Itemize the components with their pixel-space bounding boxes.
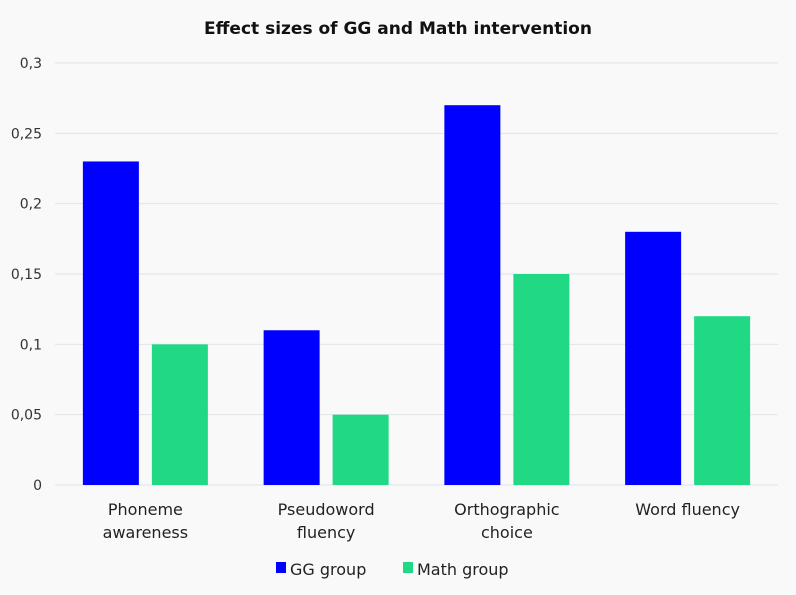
bar-gg-group [263,330,320,485]
chart-title: Effect sizes of GG and Math intervention [204,19,592,39]
bar-math-group [151,344,208,485]
bar-math-group [694,316,751,485]
bar-math-group [332,414,389,485]
y-tick-label: 0,2 [20,197,42,213]
x-tick-label-line: Pseudoword [278,500,375,519]
x-tick-label-line: Orthographic [454,500,559,519]
x-tick-label: Pseudoword fluency [278,500,375,542]
x-tick-label-line: Word fluency [635,500,740,519]
bar-math-group [513,274,570,485]
x-tick-label: Word fluency [635,500,740,519]
y-tick-label: 0 [33,478,42,494]
bar-gg-group [625,231,682,485]
x-axis: Phoneme awareness Pseudoword fluency Orthogr… [103,500,740,542]
bar-gg-group [82,161,139,485]
y-tick-label: 0,25 [11,126,42,142]
y-tick-label: 0,3 [20,56,42,72]
x-tick-label-line: Phoneme [108,500,183,519]
y-tick-label: 0,05 [11,408,42,424]
y-tick-label: 0,15 [11,267,42,283]
legend: GG group Math group [276,560,509,579]
legend-swatch [276,562,286,573]
bars [82,105,751,485]
legend-swatch [403,562,413,573]
y-tick-label: 0,1 [20,337,42,353]
legend-label: GG group [290,560,366,579]
x-tick-label-line: choice [481,523,533,542]
x-tick-label-line: fluency [297,523,355,542]
x-tick-label: Orthographic choice [454,500,559,542]
x-tick-label: Phoneme awareness [103,500,188,542]
legend-label: Math group [417,560,509,579]
x-tick-label-line: awareness [103,523,188,542]
bar-gg-group [444,105,501,485]
y-axis: 0 0,05 0,1 0,15 0,2 0,25 0,3 [11,56,42,494]
